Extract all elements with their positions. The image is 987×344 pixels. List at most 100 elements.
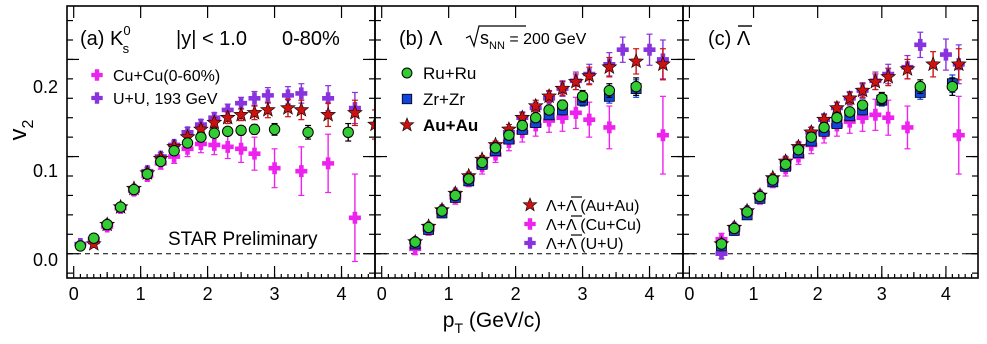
legend-panel-b-top: Ru+Ru Zr+Zr Au+Au	[400, 64, 478, 135]
panel-a-title: (a) K0 s	[80, 23, 131, 56]
data-point-circle	[577, 91, 587, 101]
legend-entry-label: Au+Au	[423, 116, 478, 135]
data-point-cross	[603, 121, 615, 133]
data-point-circle	[544, 105, 554, 115]
data-point-circle	[768, 175, 778, 185]
y-axis-label: v2	[5, 119, 37, 140]
y-tick-labels: 0.0 0.1 0.2	[33, 77, 58, 270]
panel-a-rapidity: |y| < 1.0	[176, 28, 247, 50]
data-point-circle	[517, 120, 527, 130]
panel-b: (b) Λ sNN = 200 GeV Ru+Ru Zr+Zr Au+Au Λ+Λ …	[399, 26, 641, 253]
y-tick-label: 0.2	[33, 77, 58, 97]
panel-a-centrality: 0-80%	[282, 28, 340, 50]
data-point-circle	[877, 93, 887, 103]
data-point-cross	[248, 148, 260, 160]
data-point-cross	[940, 49, 952, 61]
data-point-circle	[755, 191, 765, 201]
data-point-circle	[742, 207, 752, 217]
data-point-circle	[780, 159, 790, 169]
legend-entry-label: Ru+Ru	[423, 64, 476, 83]
data-point-cross	[295, 165, 307, 177]
x-tick-label: 3	[578, 284, 588, 304]
data-point-cross	[901, 121, 913, 133]
data-point-cross	[248, 92, 260, 104]
data-point-cross	[869, 109, 881, 121]
data-point-circle	[182, 138, 192, 148]
panel-c: (c) Λ	[708, 26, 752, 50]
energy-sqrt-s: sNN = 200 GeV	[480, 28, 587, 52]
data-point-star	[523, 198, 537, 211]
data-point-circle	[806, 132, 816, 142]
data-point-cross	[953, 129, 965, 141]
data-point-cross	[208, 139, 220, 151]
data-point-circle	[410, 237, 420, 247]
data-point-circle	[196, 132, 206, 142]
x-tick-label: 3	[877, 284, 887, 304]
x-tick-label: 1	[444, 284, 454, 304]
data-point-circle	[115, 202, 125, 212]
data-point-cross	[524, 218, 535, 229]
data-point-circle	[631, 81, 641, 91]
energy-label: sNN = 200 GeV	[466, 26, 587, 52]
series-uu	[74, 84, 361, 250]
data-point-circle	[464, 174, 474, 184]
data-point-cross	[882, 112, 894, 124]
data-point-circle	[209, 128, 219, 138]
x-tick-label: 0	[684, 284, 694, 304]
legend-entry-label: Λ+Λ (Cu+Cu)	[546, 217, 641, 234]
data-point-circle	[423, 222, 433, 232]
data-point-circle	[89, 233, 99, 243]
panel-c-title: (c) Λ	[708, 28, 751, 50]
data-point-cross	[235, 143, 247, 155]
legend-entry-label: Λ+Λ (Au+Au)	[546, 198, 639, 215]
x-tick-label: 0	[69, 284, 79, 304]
data-point-circle	[437, 206, 447, 216]
x-tick-label: 4	[337, 284, 347, 304]
data-point-circle	[249, 124, 259, 134]
data-point-circle	[129, 184, 139, 194]
data-point-circle	[142, 169, 152, 179]
data-point-circle	[716, 239, 726, 249]
data-point-circle	[477, 157, 487, 167]
data-point-circle	[832, 113, 842, 123]
data-point-circle	[169, 146, 179, 156]
legend-entry-label: Cu+Cu(0-60%)	[113, 68, 220, 85]
data-point-cross	[914, 39, 926, 51]
legend-entry-label: Λ+Λ (U+U)	[546, 236, 623, 253]
data-point-cross	[295, 87, 307, 99]
x-tick-label: 1	[749, 284, 759, 304]
series-uu	[715, 32, 964, 259]
data-point-cross	[349, 212, 361, 224]
data-point-circle	[729, 223, 739, 233]
data-point-star	[400, 118, 414, 131]
y-tick-label: 0.0	[33, 250, 58, 270]
data-point-cross	[644, 44, 656, 56]
data-series-group	[714, 32, 966, 259]
data-point-cross	[583, 114, 595, 126]
data-point-cross	[322, 157, 334, 169]
data-point-circle	[557, 100, 567, 110]
data-point-cross	[524, 237, 535, 248]
data-point-circle	[156, 156, 166, 166]
star-preliminary-label: STAR Preliminary	[168, 229, 318, 250]
x-tick-label: 0	[377, 284, 387, 304]
data-point-cross	[91, 92, 102, 103]
data-point-cross	[617, 44, 629, 56]
data-point-cross	[269, 162, 281, 174]
data-point-circle	[490, 143, 500, 153]
legend-entry-label: Zr+Zr	[423, 90, 465, 109]
legend-entry-label: U+U, 193 GeV	[113, 91, 218, 108]
data-point-circle	[236, 125, 246, 135]
data-point-circle	[530, 113, 540, 123]
data-point-circle	[845, 107, 855, 117]
plot-layer: 0 1 2 3 4 0 1 2 3 4 0 1 2 3 4	[67, 6, 978, 304]
data-point-circle	[303, 127, 313, 137]
data-point-circle	[269, 124, 279, 134]
data-point-circle	[819, 122, 829, 132]
data-point-cross	[262, 89, 274, 101]
data-point-circle	[222, 126, 232, 136]
plot-area-b: 0 1 2 3 4	[375, 6, 683, 304]
x-tick-label: 3	[270, 284, 280, 304]
x-tick-label: 4	[941, 284, 951, 304]
